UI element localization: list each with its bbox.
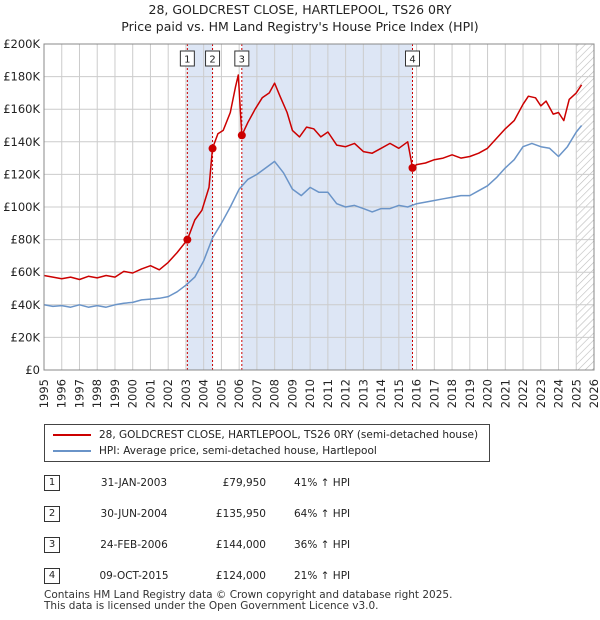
x-tick-label: 2007 [250, 379, 264, 408]
transaction-point-4 [408, 163, 417, 172]
table-row: 4 09-OCT-2015 £124,000 21% ↑ HPI [44, 568, 464, 586]
footer-attribution: Contains HM Land Registry data © Crown c… [44, 590, 452, 612]
chart-legend: 28, GOLDCREST CLOSE, HARTLEPOOL, TS26 0R… [44, 424, 490, 462]
x-tick-label: 2024 [552, 379, 566, 408]
price-chart: 1 2 3 4 £0 £20K £40K £60K £80K £100K £120K £140K £16… [3, 37, 600, 408]
y-tick-label: £100K [3, 200, 40, 214]
hpi-line [43, 125, 583, 308]
plot-border [43, 43, 595, 371]
y-tick-label: £160K [3, 102, 40, 116]
chart-title: 28, GOLDCREST CLOSE, HARTLEPOOL, TS26 0R… [148, 2, 452, 17]
transaction-marker-label-3: 3 [239, 55, 245, 66]
property-price-line [43, 74, 583, 281]
transaction-number: 3 [44, 537, 60, 553]
x-tick-label: 2002 [161, 379, 175, 408]
y-tick-label: £180K [3, 70, 40, 84]
x-tick-label: 2006 [232, 379, 246, 408]
x-tick-label: 2025 [569, 379, 583, 408]
x-tick-label: 1996 [55, 379, 69, 408]
legend-item-property: 28, GOLDCREST CLOSE, HARTLEPOOL, TS26 0R… [53, 427, 478, 443]
legend-label-hpi: HPI: Average price, semi-detached house,… [99, 445, 377, 457]
transaction-hpi: 21% ↑ HPI [294, 570, 351, 582]
x-tick-label: 2013 [356, 379, 370, 408]
transaction-date: 24-FEB-2006 [100, 539, 168, 551]
transaction-marker-4 [405, 50, 420, 67]
x-tick-label: 1998 [90, 379, 104, 408]
transaction-hpi: 41% ↑ HPI [294, 477, 351, 489]
x-tick-label: 2012 [339, 379, 353, 408]
x-tick-label: 2003 [179, 379, 193, 408]
x-tick-label: 2023 [534, 379, 548, 408]
x-tick-label: 1995 [37, 379, 51, 408]
x-tick-label: 2015 [392, 379, 406, 408]
transaction-number: 1 [44, 475, 60, 491]
x-tick-label: 2017 [427, 379, 441, 408]
y-tick-label: £40K [11, 298, 41, 312]
table-row: 1 31-JAN-2003 £79,950 41% ↑ HPI [44, 475, 464, 493]
transaction-marker-2 [205, 50, 221, 67]
x-tick-label: 2014 [374, 379, 388, 408]
transaction-marker-3 [234, 50, 250, 67]
x-tick-label: 2022 [516, 379, 530, 408]
transaction-date: 31-JAN-2003 [100, 477, 168, 489]
x-tick-label: 2018 [445, 379, 459, 408]
transaction-date: 09-OCT-2015 [99, 570, 169, 582]
transaction-hpi: 64% ↑ HPI [294, 508, 351, 520]
transaction-price: £124,000 [215, 570, 266, 582]
transaction-price: £135,950 [215, 508, 266, 520]
transaction-price: £144,000 [215, 539, 266, 551]
chart-subtitle: Price paid vs. HM Land Registry's House … [121, 19, 479, 34]
transaction-point-3 [237, 131, 246, 140]
legend-swatch-property [53, 434, 91, 436]
y-tick-label: £140K [3, 135, 40, 149]
x-tick-label: 2026 [587, 379, 600, 408]
transaction-marker-label-4: 4 [409, 55, 415, 66]
table-row: 2 30-JUN-2004 £135,950 64% ↑ HPI [44, 506, 464, 524]
transaction-price: £79,950 [222, 477, 266, 489]
x-tick-label: 1997 [72, 379, 86, 408]
table-row: 3 24-FEB-2006 £144,000 36% ↑ HPI [44, 537, 464, 555]
x-tick-label: 2001 [143, 379, 157, 408]
transaction-date: 30-JUN-2004 [100, 508, 168, 520]
transaction-number: 4 [44, 568, 60, 584]
y-tick-label: £60K [11, 265, 41, 279]
x-tick-label: 1999 [108, 379, 122, 408]
x-tick-label: 2005 [214, 379, 228, 408]
x-tick-label: 2016 [410, 379, 424, 408]
x-tick-label: 2004 [197, 379, 211, 408]
legend-swatch-hpi [53, 450, 91, 452]
transaction-marker-label-2: 2 [209, 55, 215, 66]
x-tick-label: 2009 [285, 379, 299, 408]
transaction-number: 2 [44, 506, 60, 522]
x-tick-label: 2010 [303, 379, 317, 408]
footer-copyright: Contains HM Land Registry data © Crown c… [44, 589, 453, 601]
y-tick-label: £0 [25, 363, 40, 377]
x-tick-label: 2000 [126, 379, 140, 408]
y-tick-label: £120K [3, 167, 40, 181]
footer-licence: This data is licensed under the Open Gov… [44, 600, 379, 612]
transaction-point-1 [183, 235, 192, 244]
transaction-marker-1 [179, 50, 195, 67]
transaction-marker-label-1: 1 [184, 55, 190, 66]
x-tick-label: 2008 [268, 379, 282, 408]
y-tick-label: £200K [3, 37, 40, 51]
transaction-hpi: 36% ↑ HPI [294, 539, 351, 551]
transaction-point-2 [208, 144, 217, 153]
x-tick-label: 2020 [481, 379, 495, 408]
y-tick-label: £80K [11, 233, 41, 247]
x-tick-label: 2019 [463, 379, 477, 408]
legend-item-hpi: HPI: Average price, semi-detached house,… [53, 443, 377, 459]
legend-label-property: 28, GOLDCREST CLOSE, HARTLEPOOL, TS26 0R… [99, 429, 479, 441]
x-tick-label: 2021 [498, 379, 512, 408]
x-tick-label: 2011 [321, 379, 335, 408]
y-tick-label: £20K [11, 330, 41, 344]
